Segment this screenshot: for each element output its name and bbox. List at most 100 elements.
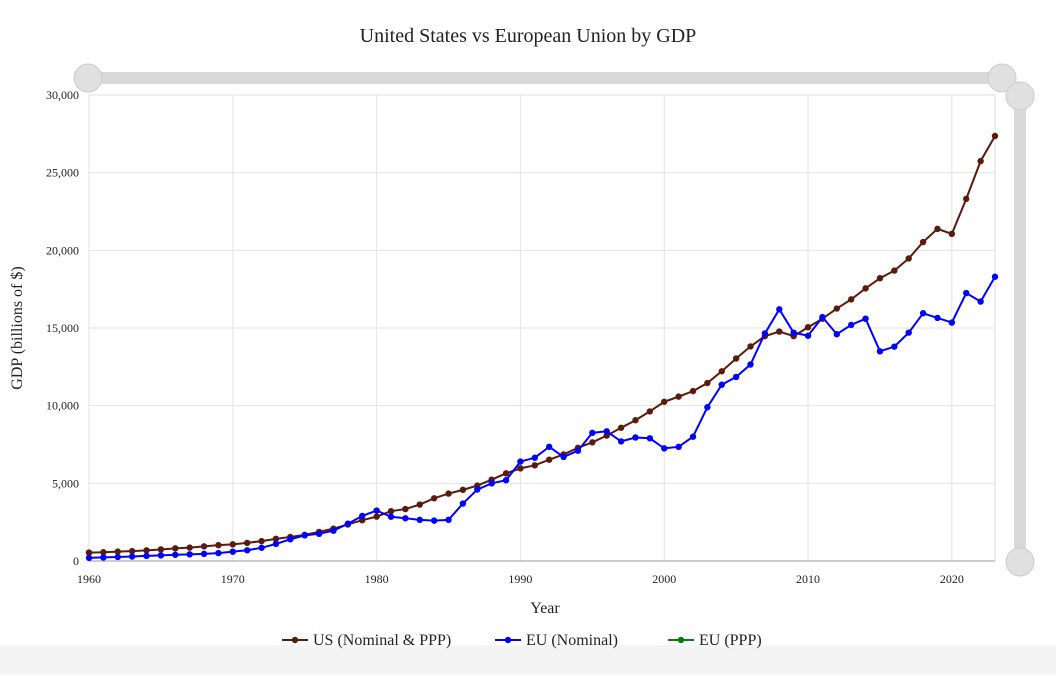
legend-item[interactable]: US (Nominal & PPP) [282, 632, 451, 649]
data-point [891, 267, 898, 274]
data-point [243, 547, 251, 554]
data-point [200, 550, 208, 558]
data-point [747, 361, 754, 368]
data-point [114, 553, 121, 561]
data-point [517, 465, 524, 472]
data-point [387, 513, 395, 520]
y-tick-label: 10,000 [46, 399, 79, 413]
data-point [661, 398, 668, 405]
data-point [143, 547, 150, 554]
data-point [847, 296, 855, 303]
data-point [430, 495, 438, 502]
x-tick-label: 1980 [365, 572, 389, 586]
data-point [689, 387, 697, 395]
data-point [747, 343, 754, 350]
legend-item[interactable]: EU (Nominal) [495, 632, 618, 649]
y-tick-label: 25,000 [46, 166, 79, 180]
data-point [905, 255, 912, 262]
data-point [430, 517, 438, 524]
data-point [905, 329, 912, 336]
slider-handle[interactable] [73, 63, 103, 93]
y-tick-label: 20,000 [46, 243, 79, 257]
data-point [157, 546, 165, 553]
data-point [157, 552, 165, 559]
data-point [704, 404, 711, 411]
data-point [186, 544, 193, 551]
data-point [416, 516, 423, 524]
x-tick-label: 2020 [940, 572, 964, 586]
data-point [258, 544, 265, 551]
data-point [517, 458, 524, 465]
data-point [459, 486, 467, 494]
data-point [891, 343, 898, 350]
data-point [977, 157, 984, 165]
y-range-slider[interactable] [1005, 81, 1035, 577]
data-point [919, 238, 927, 246]
data-point [617, 438, 625, 445]
data-point [862, 285, 869, 292]
data-point [646, 408, 654, 415]
data-point [991, 273, 999, 280]
data-point [934, 314, 941, 322]
data-point [661, 445, 668, 452]
data-point [761, 330, 769, 337]
data-point [977, 298, 984, 305]
data-point [804, 324, 812, 331]
data-point [603, 428, 610, 435]
data-point [229, 548, 237, 555]
data-point [675, 443, 682, 451]
data-point [215, 541, 222, 549]
data-point [402, 515, 409, 522]
data-point [85, 549, 93, 556]
data-point [948, 230, 956, 238]
data-point [416, 501, 423, 508]
x-tick-label: 1960 [77, 572, 101, 586]
data-point [704, 379, 711, 387]
data-point [531, 454, 539, 461]
x-tick-label: 2010 [796, 572, 820, 586]
legend-swatch-dot [291, 636, 299, 644]
data-point [632, 434, 639, 441]
data-point [991, 132, 999, 140]
data-point [474, 486, 481, 493]
data-point [934, 225, 941, 233]
data-point [287, 536, 294, 543]
data-point [833, 305, 841, 312]
data-point [502, 470, 510, 477]
data-point [646, 435, 654, 442]
data-point [776, 306, 783, 313]
data-point [186, 551, 193, 558]
data-point [718, 381, 725, 388]
x-axis-label: Year [530, 600, 560, 617]
data-point [718, 368, 725, 375]
data-point [359, 512, 366, 520]
data-point [560, 453, 567, 461]
data-point [963, 289, 970, 297]
footer-strip [0, 645, 1056, 675]
data-point [100, 549, 107, 556]
legend-item[interactable]: EU (PPP) [668, 632, 762, 649]
data-point [531, 462, 539, 469]
x-tick-label: 1990 [508, 572, 532, 586]
legend-label: EU (PPP) [699, 632, 762, 649]
slider-track [88, 72, 1003, 84]
data-point [344, 520, 352, 527]
data-point [545, 443, 553, 451]
series-line [88, 276, 996, 559]
data-point [545, 456, 553, 463]
data-point [963, 195, 970, 203]
slider-handle[interactable] [1005, 547, 1035, 577]
x-range-slider[interactable] [73, 63, 1017, 93]
data-point [574, 447, 582, 454]
slider-handle[interactable] [1005, 81, 1035, 111]
data-point [258, 537, 265, 545]
data-point [862, 315, 869, 322]
data-point [948, 319, 956, 326]
chart-title: United States vs European Union by GDP [360, 25, 697, 47]
y-tick-label: 15,000 [46, 321, 79, 335]
data-point [229, 541, 237, 548]
data-point [402, 505, 409, 513]
data-point [143, 552, 150, 560]
slider-handle[interactable] [987, 63, 1017, 93]
data-point [790, 329, 797, 336]
